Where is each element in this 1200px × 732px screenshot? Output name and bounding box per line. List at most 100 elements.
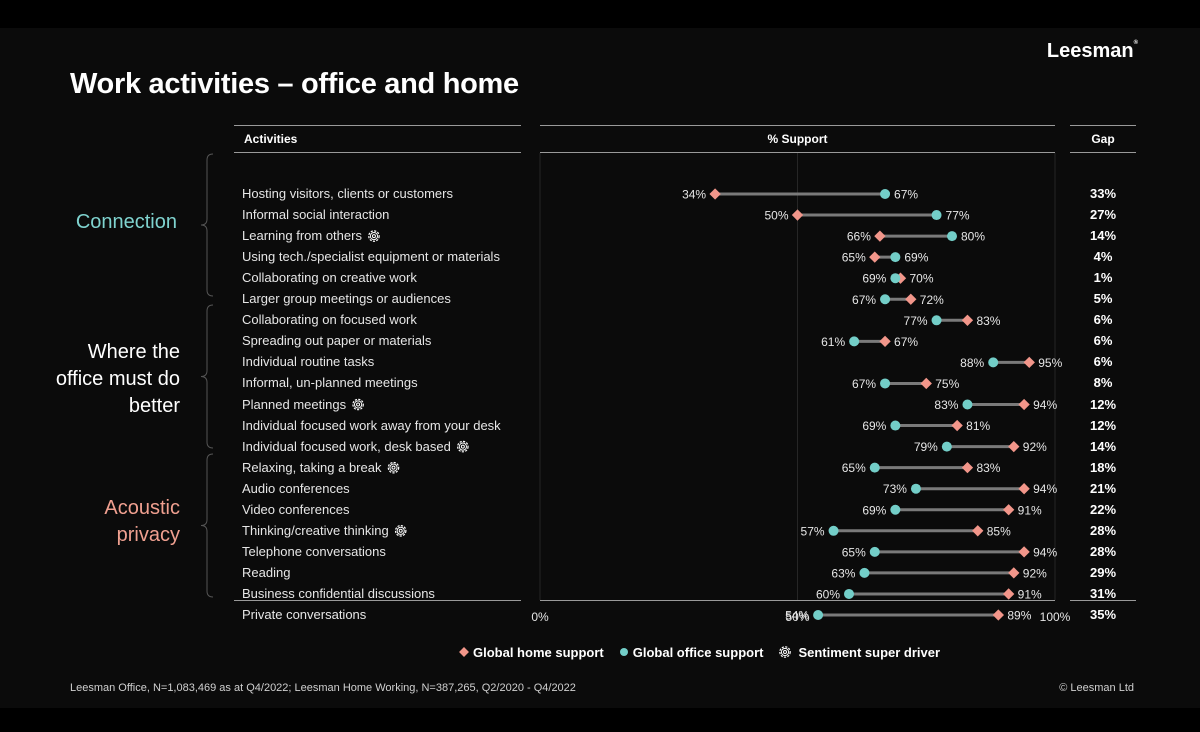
- gap-value: 6%: [1093, 354, 1113, 370]
- value-label-high: 75%: [935, 377, 959, 391]
- gap-value: 1%: [1093, 270, 1113, 286]
- home-marker: [709, 188, 721, 200]
- activities-header: Activities: [244, 132, 298, 146]
- home-marker: [951, 419, 963, 432]
- legend-office-marker: [619, 648, 628, 656]
- office-marker: [890, 420, 901, 431]
- activity-label: Collaborating on creative work: [242, 268, 417, 288]
- gear-icon: [779, 646, 792, 658]
- activity-label: Informal, un-planned meetings: [242, 373, 418, 393]
- value-label-low: 77%: [904, 314, 928, 328]
- home-marker: [1018, 398, 1030, 411]
- gap-value: 14%: [1089, 228, 1117, 244]
- activity-text: Telephone conversations: [242, 543, 386, 559]
- office-marker: [890, 273, 901, 284]
- gap-value: 12%: [1089, 396, 1117, 412]
- activity-label: Audio conferences: [242, 479, 350, 499]
- gap-value: 33%: [1089, 186, 1117, 201]
- x-tick-label: 50%: [785, 610, 809, 624]
- gap-value: 5%: [1093, 291, 1113, 307]
- activity-text: Thinking/creative thinking: [242, 522, 389, 538]
- gap-value: 29%: [1089, 564, 1117, 580]
- home-marker: [1008, 440, 1020, 453]
- office-marker: [869, 546, 880, 557]
- office-marker: [962, 399, 973, 410]
- gap-value: 22%: [1089, 501, 1117, 517]
- gap-value: 6%: [1093, 333, 1113, 349]
- activity-label: Thinking/creative thinking: [242, 521, 389, 541]
- gear-icon: [352, 398, 364, 411]
- home-marker: [920, 377, 932, 390]
- gap-value: 28%: [1089, 522, 1117, 538]
- value-label-high: 85%: [987, 524, 1011, 538]
- x-tick-label: 100%: [1040, 610, 1071, 624]
- activity-text: Private conversations: [242, 607, 367, 622]
- gap-value: 12%: [1089, 417, 1117, 433]
- logo-registered-mark: ®: [1133, 40, 1138, 46]
- activity-label: Video conferences: [242, 500, 349, 520]
- home-marker: [874, 230, 886, 242]
- office-marker: [813, 610, 824, 620]
- office-marker: [931, 210, 942, 221]
- gap-value: 35%: [1089, 607, 1117, 622]
- value-label-high: 72%: [920, 293, 944, 307]
- office-marker: [880, 378, 891, 389]
- header-rule: [234, 152, 521, 153]
- value-label-high: 91%: [1018, 503, 1042, 517]
- home-marker: [1018, 546, 1030, 558]
- gap-value: 21%: [1089, 480, 1117, 496]
- value-label-low: 79%: [914, 440, 938, 454]
- value-label-high: 94%: [1033, 482, 1057, 496]
- legend-driver-label: Sentiment super driver: [798, 644, 941, 660]
- home-marker: [879, 335, 891, 348]
- gap-value: 4%: [1093, 249, 1113, 265]
- office-marker: [869, 462, 880, 473]
- value-label-high: 92%: [1023, 566, 1047, 580]
- activity-text: Relaxing, taking a break: [242, 459, 382, 475]
- activity-label: Informal social interaction: [242, 205, 389, 225]
- gap-value: 18%: [1089, 459, 1117, 475]
- value-label-low: 61%: [821, 335, 845, 349]
- bracket-office-must-do-better: [200, 304, 214, 449]
- activity-text: Informal social interaction: [242, 207, 390, 223]
- value-label-high: 92%: [1023, 440, 1047, 454]
- home-marker: [1018, 483, 1030, 495]
- header-rule: [540, 152, 1055, 153]
- value-label-low: 65%: [842, 461, 866, 475]
- gear-icon: [457, 440, 469, 453]
- activity-text: Collaborating on creative work: [242, 270, 417, 286]
- activity-label: Larger group meetings or audiences: [242, 289, 451, 309]
- value-label-high: 83%: [976, 461, 1000, 475]
- header-rule: [1070, 152, 1136, 153]
- legend-home-label: Global home support: [473, 644, 604, 660]
- legend-office: Global office support: [618, 645, 763, 660]
- activity-text: Collaborating on focused work: [242, 312, 417, 328]
- activity-text: Business confidential discussions: [242, 585, 435, 601]
- activity-text: Larger group meetings or audiences: [242, 291, 451, 307]
- gear-icon: [387, 461, 400, 474]
- legend-home: Global home support: [458, 645, 604, 660]
- value-label-low: 67%: [852, 377, 876, 391]
- activity-text: Individual routine tasks: [242, 354, 375, 370]
- activity-label: Individual focused work, desk based: [242, 437, 451, 457]
- value-label-high: 95%: [1038, 356, 1062, 370]
- office-marker: [880, 294, 891, 305]
- copyright: © Leesman Ltd: [1059, 682, 1134, 694]
- value-label-low: 83%: [934, 398, 958, 412]
- gap-value: 14%: [1089, 438, 1117, 454]
- activity-text: Informal, un-planned meetings: [242, 375, 418, 391]
- source-note: Leesman Office, N=1,083,469 as at Q4/202…: [70, 682, 576, 694]
- gap-value: 8%: [1093, 375, 1113, 391]
- gap-value: 6%: [1093, 312, 1113, 328]
- support-header: % Support: [767, 132, 828, 146]
- legend-home-marker: [459, 647, 469, 657]
- page-title: Work activities – office and home: [70, 68, 519, 100]
- activity-label: Telephone conversations: [242, 542, 386, 562]
- office-marker: [947, 231, 957, 242]
- office-marker: [890, 504, 901, 515]
- office-marker: [859, 567, 870, 578]
- home-marker: [869, 251, 881, 263]
- bracket-connection: [200, 153, 214, 297]
- activity-label: Individual routine tasks: [242, 352, 374, 372]
- activity-label: Planned meetings: [242, 395, 346, 415]
